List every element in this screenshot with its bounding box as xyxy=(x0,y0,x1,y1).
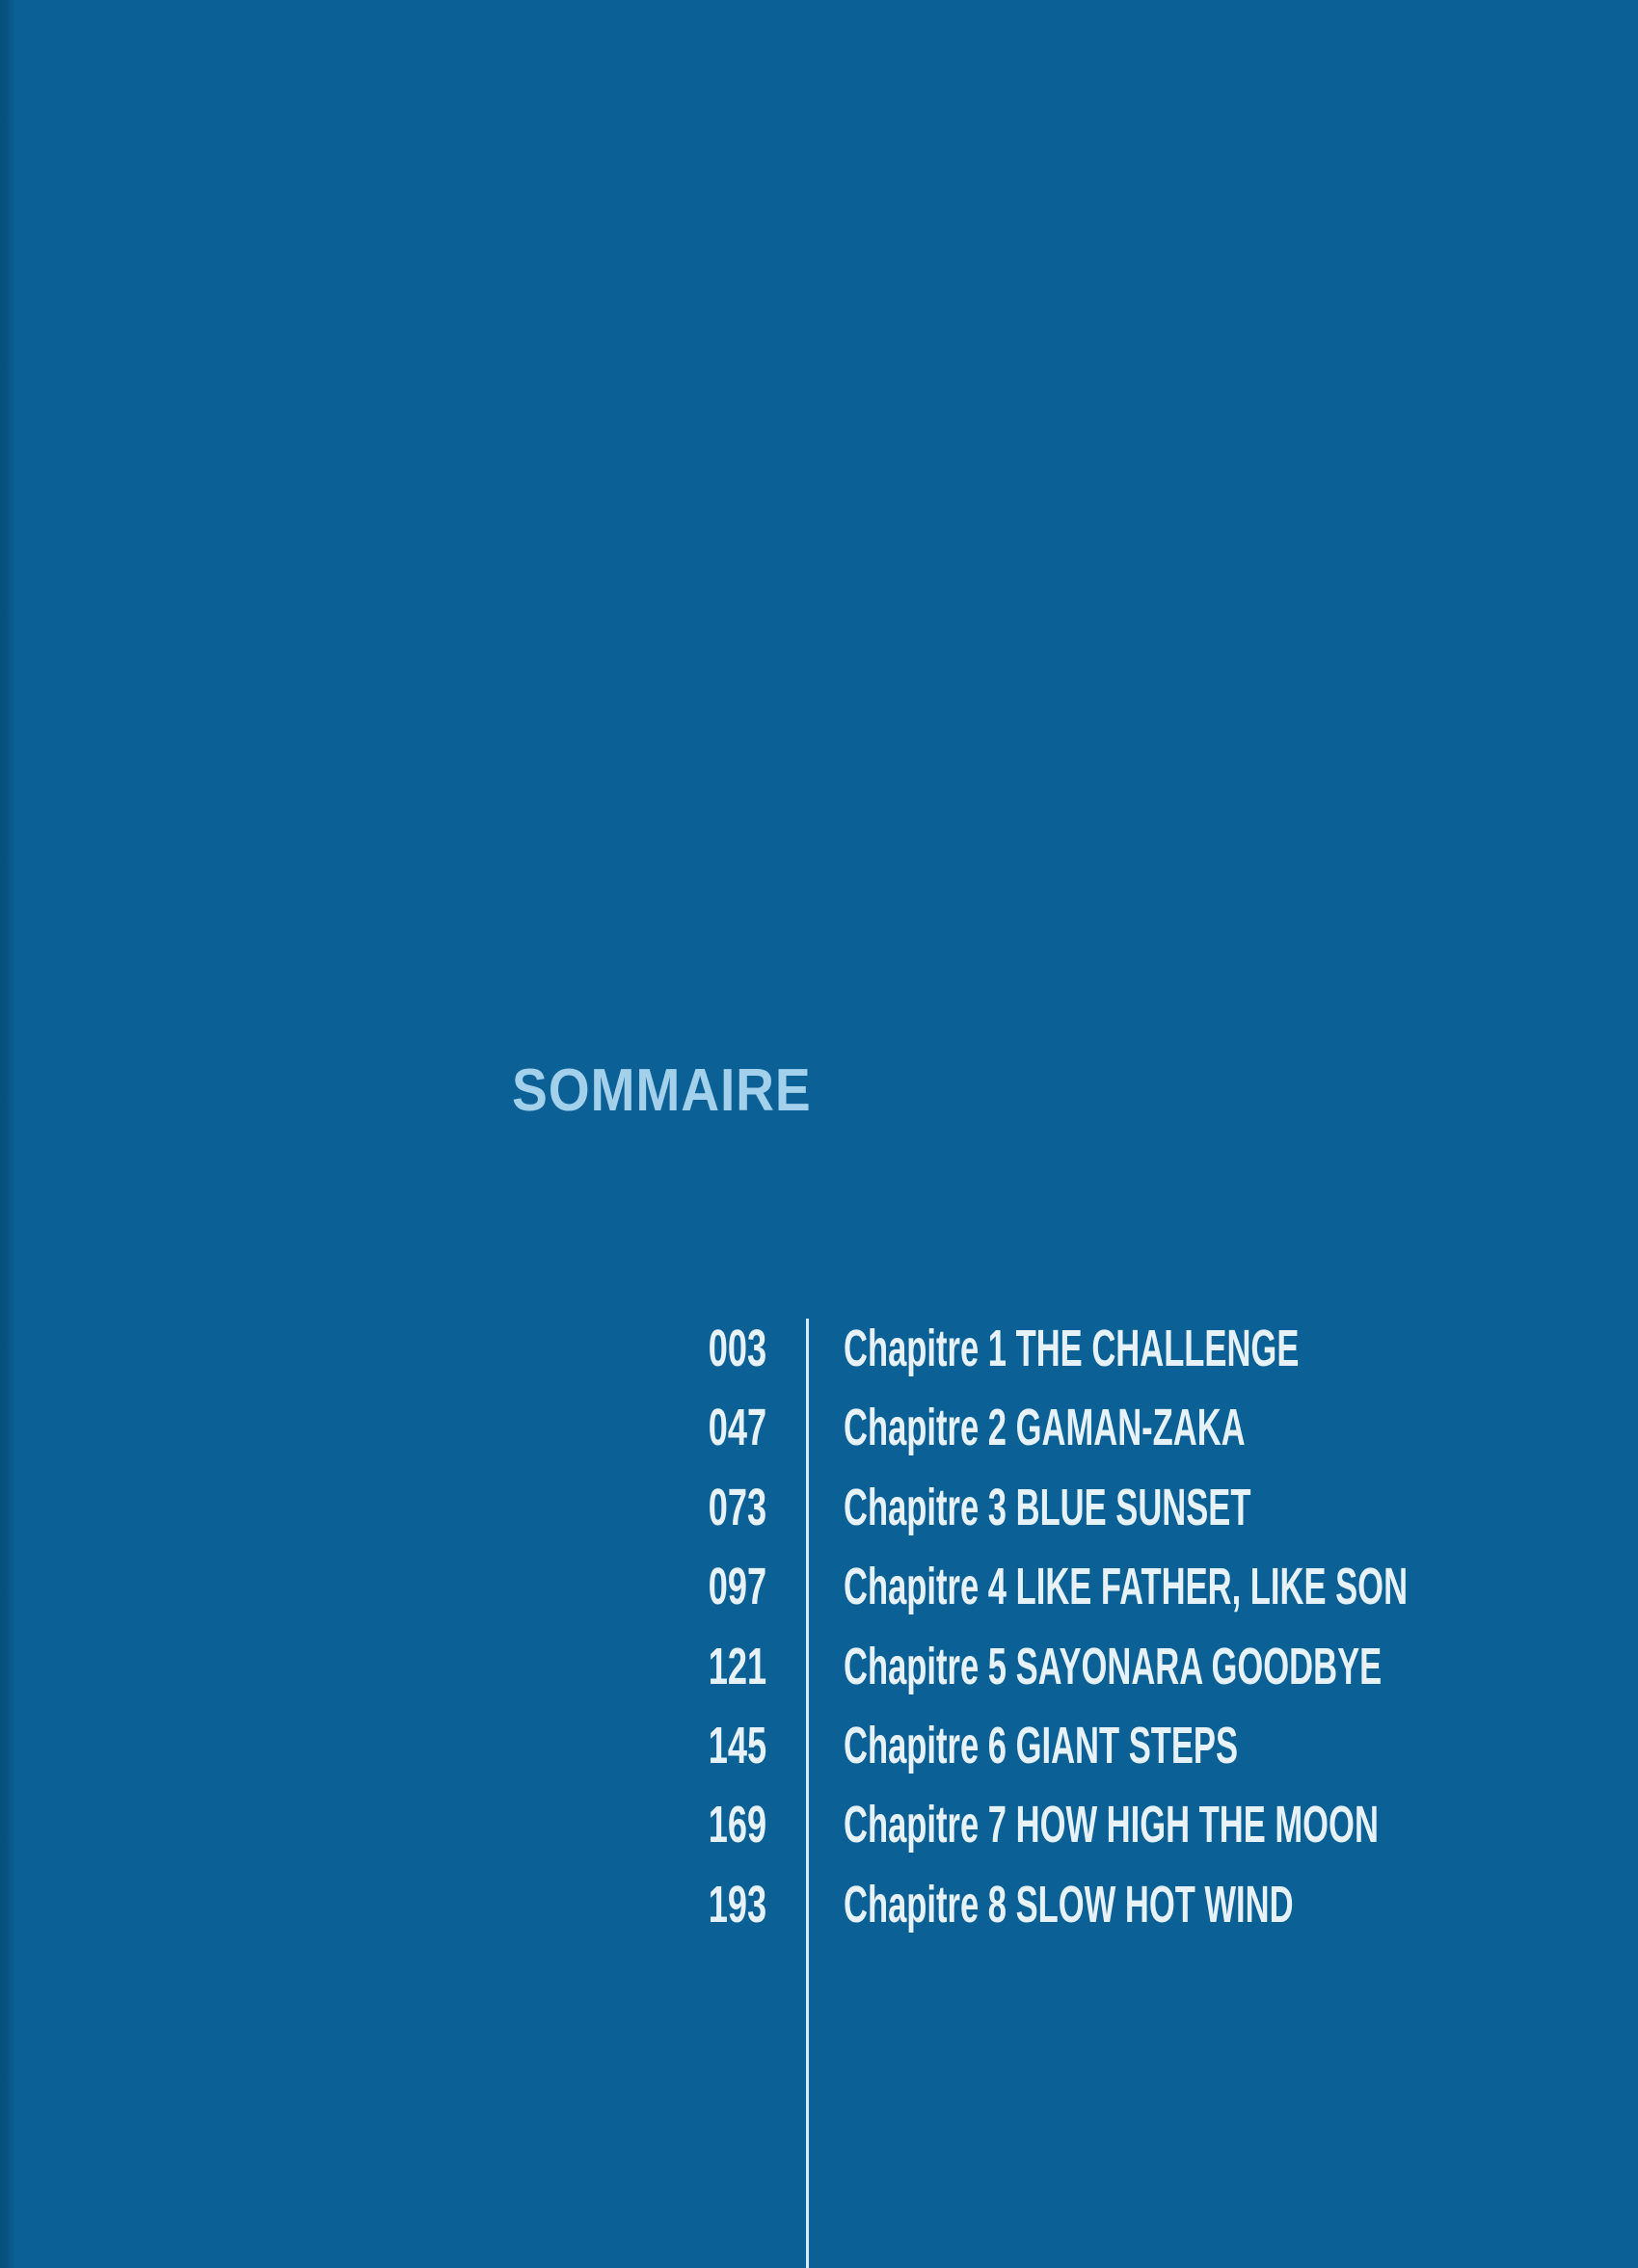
toc-chapter-label: Chapitre 2 GAMAN-ZAKA xyxy=(844,1399,1246,1457)
toc-chapter-label: Chapitre 7 HOW HIGH THE MOON xyxy=(844,1796,1379,1854)
toc-page-number: 121 xyxy=(708,1637,766,1695)
toc-chapter-label: Chapitre 4 LIKE FATHER, LIKE SON xyxy=(844,1558,1409,1616)
toc-row: 169 Chapitre 7 HOW HIGH THE MOON xyxy=(0,1785,1638,1864)
toc-page-number: 073 xyxy=(708,1478,766,1536)
toc-row: 145 Chapitre 6 GIANT STEPS xyxy=(0,1706,1638,1785)
toc-chapter-label: Chapitre 3 BLUE SUNSET xyxy=(844,1478,1251,1536)
toc-chapter-label: Chapitre 5 SAYONARA GOODBYE xyxy=(844,1637,1383,1695)
toc-list: 003 Chapitre 1 THE CHALLENGE 047 Chapitr… xyxy=(0,1309,1638,1944)
toc-page-number: 145 xyxy=(708,1716,766,1774)
toc-row: 193 Chapitre 8 SLOW HOT WIND xyxy=(0,1865,1638,1944)
toc-row: 121 Chapitre 5 SAYONARA GOODBYE xyxy=(0,1627,1638,1706)
toc-row: 003 Chapitre 1 THE CHALLENGE xyxy=(0,1309,1638,1388)
toc-chapter-label: Chapitre 1 THE CHALLENGE xyxy=(844,1320,1300,1377)
toc-page-number: 003 xyxy=(708,1320,766,1377)
toc-page-number: 169 xyxy=(708,1796,766,1854)
toc-chapter-label: Chapitre 6 GIANT STEPS xyxy=(844,1716,1239,1774)
toc-divider-line xyxy=(806,1319,809,2268)
toc-page-number: 047 xyxy=(708,1399,766,1457)
toc-chapter-label: Chapitre 8 SLOW HOT WIND xyxy=(844,1875,1294,1934)
page-title: SOMMAIRE xyxy=(512,1057,812,1124)
toc-row: 047 Chapitre 2 GAMAN-ZAKA xyxy=(0,1388,1638,1467)
toc-page-number: 193 xyxy=(708,1875,766,1934)
toc-row: 073 Chapitre 3 BLUE SUNSET xyxy=(0,1468,1638,1547)
toc-row: 097 Chapitre 4 LIKE FATHER, LIKE SON xyxy=(0,1547,1638,1626)
toc-page-number: 097 xyxy=(708,1558,766,1616)
page-left-edge-shadow xyxy=(0,0,15,2268)
